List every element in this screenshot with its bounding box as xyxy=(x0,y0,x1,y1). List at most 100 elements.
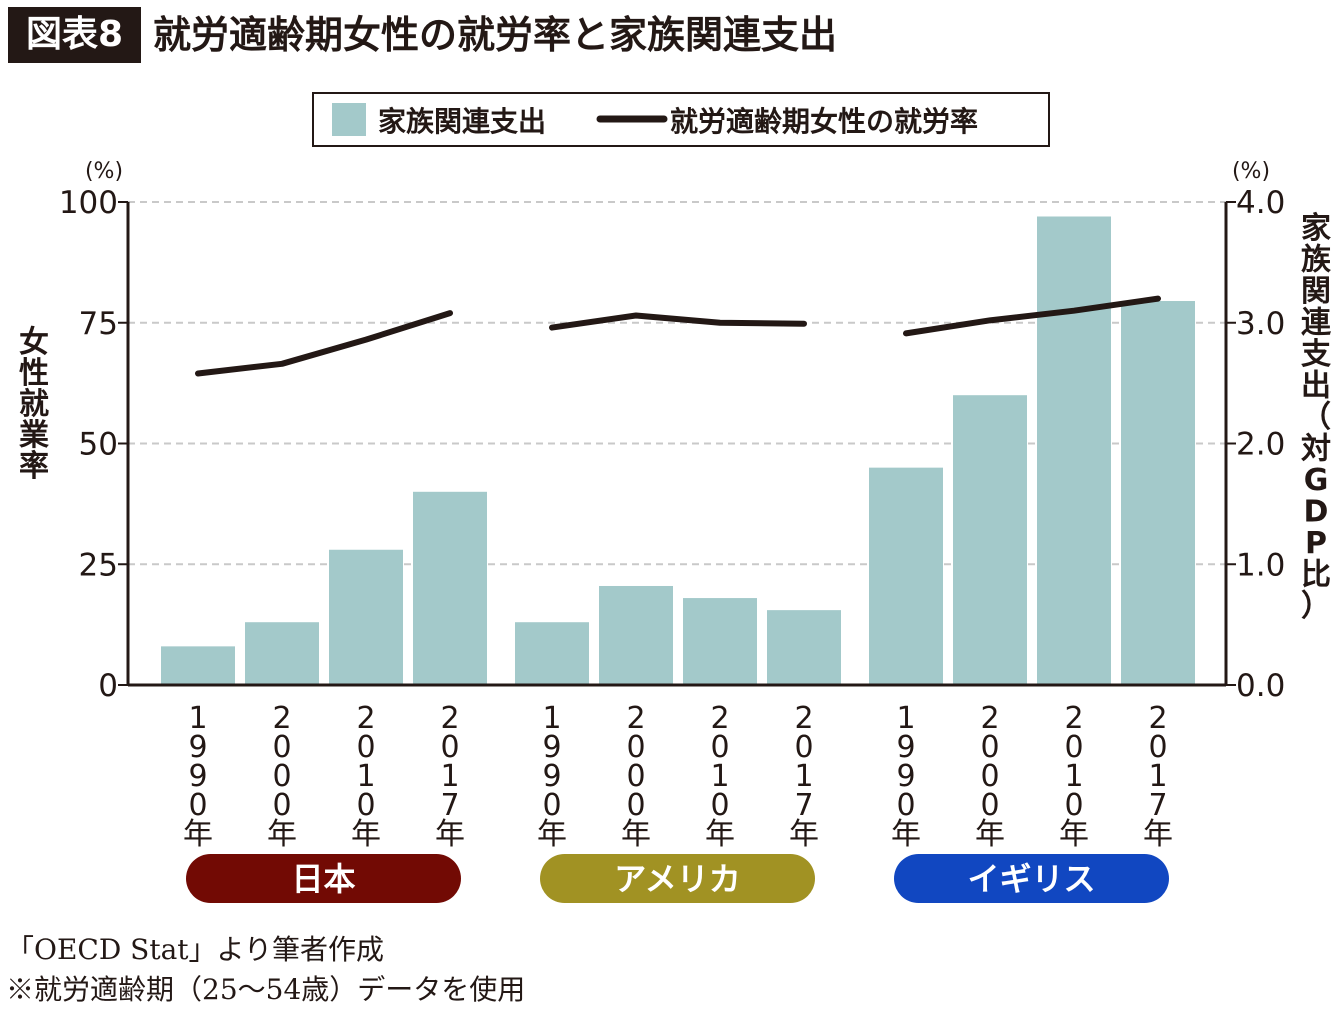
bar xyxy=(767,610,841,685)
country-pill xyxy=(540,854,815,903)
axis-label-char: 支 xyxy=(1301,337,1331,372)
axis-label-char: 就 xyxy=(19,387,49,422)
x-tick-label-char: 0 xyxy=(980,730,999,765)
left-tick-label: 75 xyxy=(79,306,118,342)
x-tick-label-char: 1 xyxy=(1064,759,1083,794)
x-tick-label-char: 1 xyxy=(794,759,813,794)
x-tick-label-char: 年 xyxy=(435,817,465,852)
x-tick-label-char: 9 xyxy=(896,759,915,794)
x-tick-label-char: 2 xyxy=(980,701,999,736)
x-tick-label-char: 1 xyxy=(1148,759,1167,794)
x-tick-label-char: 1 xyxy=(356,759,375,794)
x-tick-label-char: 0 xyxy=(542,788,561,823)
x-tick-label-char: 9 xyxy=(542,730,561,765)
bar xyxy=(515,622,589,685)
x-tick-label-char: 2 xyxy=(794,701,813,736)
axis-label-char: 族 xyxy=(1301,243,1332,278)
x-tick-label-char: 年 xyxy=(351,817,381,852)
x-tick-label-char: 0 xyxy=(1148,730,1167,765)
x-tick-label-char: 0 xyxy=(440,730,459,765)
x-tick-label-char: 0 xyxy=(710,788,729,823)
axis-label-char: 連 xyxy=(1301,306,1332,341)
left-tick-label: 25 xyxy=(79,547,118,583)
bar xyxy=(683,598,757,685)
x-tick-label-char: 0 xyxy=(272,759,291,794)
left-tick-label: 0 xyxy=(98,668,118,704)
x-tick-label-char: 2 xyxy=(1064,701,1083,736)
figure-number-label: 図表8 xyxy=(8,7,141,63)
left-axis-unit: (%) xyxy=(85,159,123,184)
axis-label-char: 対 xyxy=(1301,432,1331,467)
x-tick-label-char: 0 xyxy=(626,730,645,765)
x-tick-label-char: 0 xyxy=(1064,730,1083,765)
x-tick-label-char: 年 xyxy=(621,817,651,852)
x-tick-label-char: 0 xyxy=(1064,788,1083,823)
x-tick-label-char: 0 xyxy=(272,788,291,823)
x-tick-label-char: 9 xyxy=(188,759,207,794)
axis-label-char: 比 xyxy=(1301,558,1331,593)
x-tick-label-char: 0 xyxy=(188,788,207,823)
x-tick-label-char: 年 xyxy=(183,817,213,852)
x-tick-label-char: 2 xyxy=(272,701,291,736)
x-tick-label-char: 2 xyxy=(440,701,459,736)
axis-label-char: G xyxy=(1304,463,1329,498)
source-note: 「OECD Stat」より筆者作成 xyxy=(6,933,384,966)
x-tick-label-char: 年 xyxy=(267,817,297,852)
x-tick-label-char: 2 xyxy=(710,701,729,736)
x-tick-labels: 1990年2000年2010年2017年1990年2000年2010年2017年… xyxy=(183,701,1173,852)
bar xyxy=(1037,216,1111,686)
x-tick-label-char: 0 xyxy=(626,788,645,823)
x-tick-label-char: 0 xyxy=(356,788,375,823)
x-tick-label-char: 0 xyxy=(980,759,999,794)
axis-label-char: 業 xyxy=(19,418,49,453)
left-tick-label: 50 xyxy=(79,427,118,463)
data-note: ※就労適齢期（25〜54歳）データを使用 xyxy=(6,973,526,1006)
bar xyxy=(413,491,487,685)
x-tick-label-char: 9 xyxy=(896,730,915,765)
bar xyxy=(599,585,673,685)
x-tick-label-char: 2 xyxy=(626,701,645,736)
right-axis-unit: (%) xyxy=(1232,159,1270,184)
x-tick-label-char: 年 xyxy=(891,817,921,852)
x-tick-label-char: 1 xyxy=(188,701,207,736)
axis-label-char: 性 xyxy=(19,356,49,391)
x-tick-label-char: 2 xyxy=(356,701,375,736)
axis-label-char: 出 xyxy=(1301,369,1331,404)
x-tick-label-char: 9 xyxy=(542,759,561,794)
right-tick-label: 4.0 xyxy=(1236,185,1285,221)
x-tick-label-char: 年 xyxy=(1143,817,1173,852)
axis-label-char: P xyxy=(1305,526,1327,561)
country-labels: 日本 アメリカ イギリス xyxy=(186,854,1169,903)
bar xyxy=(245,622,319,685)
axis-label-char: 女 xyxy=(19,325,49,360)
right-tick-label: 0.0 xyxy=(1236,668,1285,704)
country-label: イギリス xyxy=(967,860,1095,898)
country-label: 日本 xyxy=(291,860,355,898)
x-tick-label-char: 年 xyxy=(537,817,567,852)
legend: 家族関連支出 就労適齢期女性の就労率 xyxy=(312,92,1050,147)
axis-label-char: 率 xyxy=(19,449,49,484)
x-tick-label-char: 9 xyxy=(188,730,207,765)
legend-bar-swatch xyxy=(332,103,366,136)
x-tick-label-char: 年 xyxy=(1059,817,1089,852)
employment-line xyxy=(195,310,453,377)
left-tick-labels: 0 25 50 75 100 xyxy=(59,185,118,704)
axis-label-char: ） xyxy=(1301,589,1331,624)
x-tick-label-char: 1 xyxy=(542,701,561,736)
x-tick-label-char: 年 xyxy=(789,817,819,852)
x-tick-label-char: 1 xyxy=(896,701,915,736)
legend-bar-label: 家族関連支出 xyxy=(378,105,546,138)
x-tick-label-char: 1 xyxy=(710,759,729,794)
x-tick-label-char: 0 xyxy=(794,730,813,765)
bar xyxy=(161,646,235,685)
x-tick-label-char: 1 xyxy=(440,759,459,794)
x-tick-label-char: 0 xyxy=(272,730,291,765)
country-label: アメリカ xyxy=(614,860,740,898)
x-tick-label-char: 0 xyxy=(896,788,915,823)
right-tick-labels: 0.0 1.0 2.0 3.0 4.0 xyxy=(1236,185,1285,704)
x-tick-label-char: 0 xyxy=(710,730,729,765)
right-tick-label: 2.0 xyxy=(1236,427,1285,463)
